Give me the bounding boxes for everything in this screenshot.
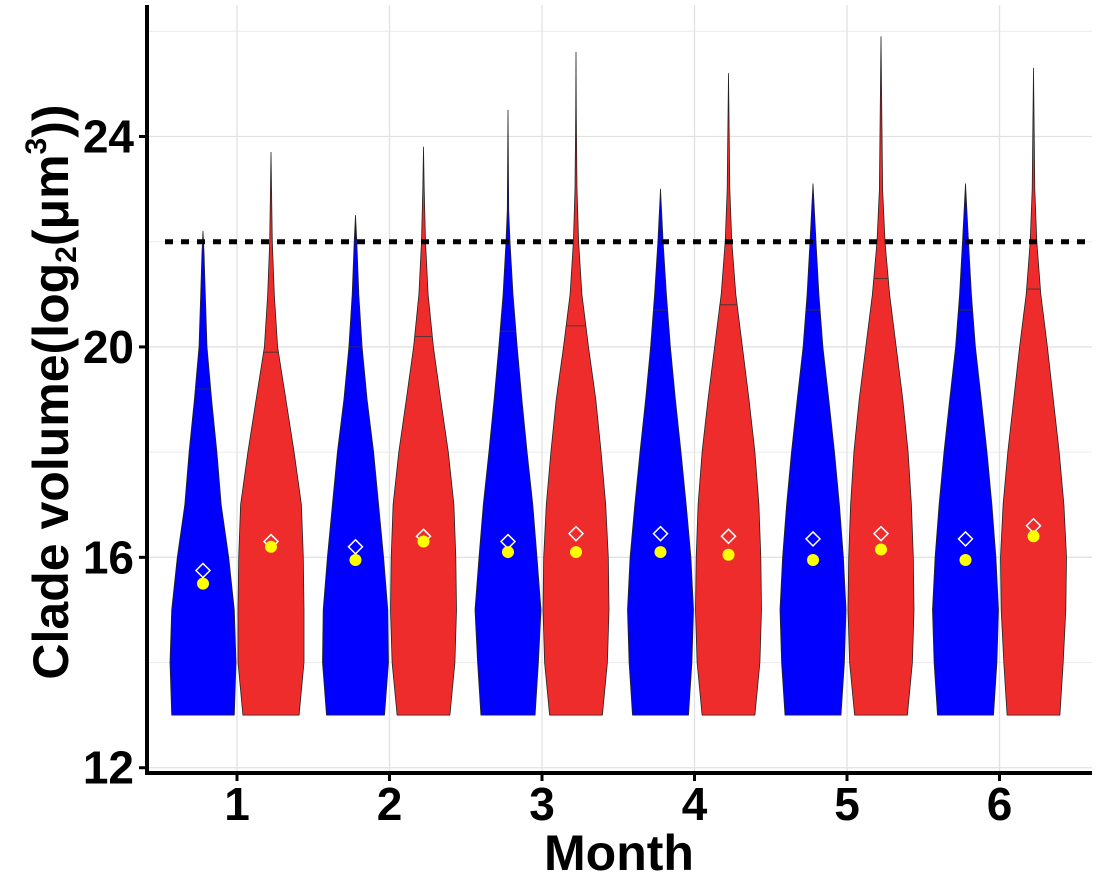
median-diamond — [194, 562, 212, 579]
x-tick-label: 6 — [987, 778, 1013, 830]
x-tick-label: 4 — [682, 778, 708, 830]
mean-point — [502, 546, 514, 559]
y-title-prefix: Clade volume(log — [23, 262, 79, 680]
y-title-sub: 2 — [50, 246, 83, 263]
violin-blue-month-6 — [932, 183, 999, 716]
mean-point — [265, 540, 277, 553]
violin-blue-month-4 — [627, 188, 694, 716]
violins — [169, 36, 1067, 716]
x-axis-title: Month — [544, 825, 694, 881]
median-diamond — [872, 525, 890, 542]
violin-red-month-6 — [1000, 67, 1067, 716]
y-tick-label: 24 — [83, 111, 135, 163]
mean-point — [349, 553, 362, 566]
violin-blue-month-1 — [169, 230, 237, 716]
x-ticks: 1 2 3 4 5 6 — [224, 773, 1012, 830]
violin-red-month-5 — [847, 36, 915, 716]
median-diamond — [957, 530, 974, 547]
markers — [194, 517, 1042, 590]
violin-blue-month-5 — [779, 183, 847, 716]
x-tick-label: 3 — [529, 778, 555, 830]
y-ticks: 12 16 20 24 — [83, 111, 147, 794]
y-tick-label: 16 — [83, 531, 134, 583]
violin-red-month-4 — [695, 73, 762, 716]
mean-point — [197, 577, 209, 590]
mean-point — [1027, 530, 1040, 543]
y-tick-label: 20 — [83, 321, 134, 373]
mean-point — [570, 546, 582, 559]
y-tick-label: 12 — [83, 742, 134, 794]
y-title-sup: 3 — [20, 137, 53, 155]
mean-point — [417, 535, 430, 548]
x-tick-label: 2 — [377, 778, 403, 830]
mean-point — [807, 553, 819, 566]
median-diamond — [347, 538, 364, 555]
violin-red-month-2 — [390, 146, 457, 716]
violin-blue-month-2 — [322, 215, 389, 716]
violin-blue-month-3 — [474, 109, 542, 716]
y-title-suffix: )) — [23, 104, 79, 138]
median-diamond — [720, 528, 737, 545]
mean-point — [722, 548, 735, 561]
median-diamond — [652, 525, 669, 542]
y-axis-title: Clade volume(log2(μm3)) — [20, 104, 83, 680]
violin-red-month-1 — [237, 151, 305, 716]
y-title-mid: (μm — [23, 154, 79, 247]
violin-red-month-3 — [542, 51, 610, 716]
grid-lines — [147, 5, 1092, 773]
mean-point — [959, 553, 972, 566]
median-diamond — [804, 530, 822, 547]
mean-point — [654, 546, 667, 559]
x-tick-label: 1 — [224, 778, 250, 830]
mean-point — [875, 543, 887, 556]
median-diamond — [567, 525, 585, 542]
x-tick-label: 5 — [834, 778, 860, 830]
